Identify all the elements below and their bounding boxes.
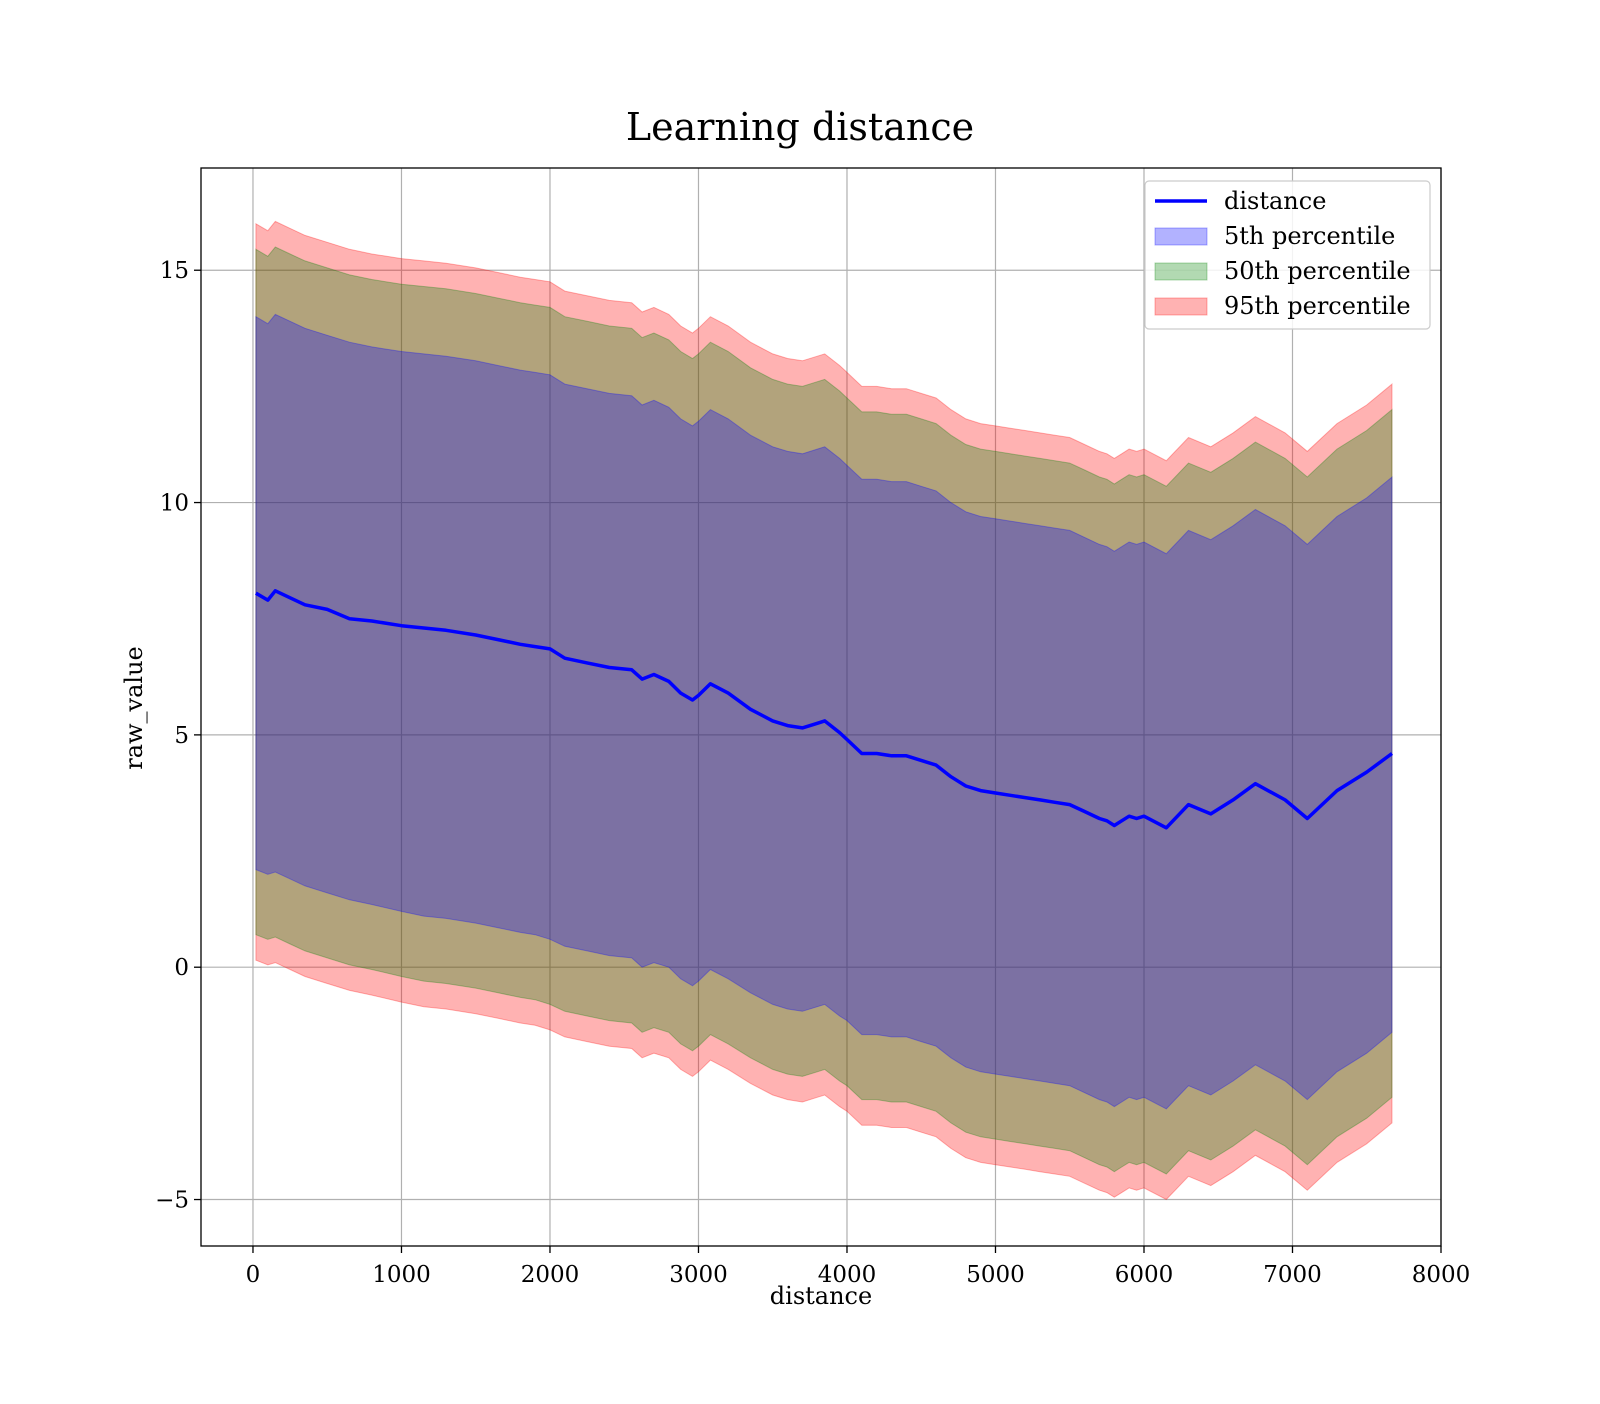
series-line-distance — [255, 589, 1394, 830]
legend-label-5th: 5th percentile — [1224, 222, 1395, 250]
tick-layer: 0 1000 2000 3000 4000 5000 6000 7000 8000 −5 0 5 10 1… — [155, 258, 1470, 1288]
legend-swatch-50th — [1154, 262, 1208, 281]
line-layer — [255, 589, 1394, 830]
legend-label-distance: distance — [1224, 187, 1326, 215]
legend-frame — [1144, 180, 1431, 330]
legend-swatch-95th — [1154, 297, 1208, 316]
legend-label-50th: 50th percentile — [1224, 257, 1411, 285]
y-tick-label: 5 — [174, 723, 189, 749]
chart-title: Learning distance — [626, 105, 974, 149]
x-tick-label: 1000 — [372, 1262, 431, 1288]
x-tick-label: 0 — [246, 1262, 261, 1288]
y-axis-label: raw_value — [120, 646, 148, 770]
x-tick-label: 8000 — [1412, 1262, 1471, 1288]
x-tick-label: 3000 — [669, 1262, 728, 1288]
x-tick-label: 4000 — [818, 1262, 877, 1288]
x-tick-label: 2000 — [521, 1262, 580, 1288]
x-axis-label: distance — [770, 1282, 872, 1310]
y-tick-label: 0 — [174, 955, 189, 981]
x-tick-label: 7000 — [1263, 1262, 1322, 1288]
y-tick-label: 10 — [160, 491, 189, 517]
band-5th-percentile — [255, 313, 1393, 1110]
band-50th-percentile — [255, 246, 1393, 1175]
bands-layer — [255, 220, 1393, 1201]
y-tick-label: −5 — [155, 1188, 189, 1214]
band-95th-percentile — [255, 220, 1393, 1201]
y-tick-label: 15 — [160, 258, 189, 284]
legend-swatch-5th — [1154, 227, 1208, 246]
x-tick-label: 5000 — [966, 1262, 1025, 1288]
plot-frame — [200, 167, 1442, 1247]
legend: distance 5th percentile 50th percentile … — [1144, 180, 1431, 330]
legend-label-95th: 95th percentile — [1224, 292, 1411, 320]
x-tick-label: 6000 — [1115, 1262, 1174, 1288]
